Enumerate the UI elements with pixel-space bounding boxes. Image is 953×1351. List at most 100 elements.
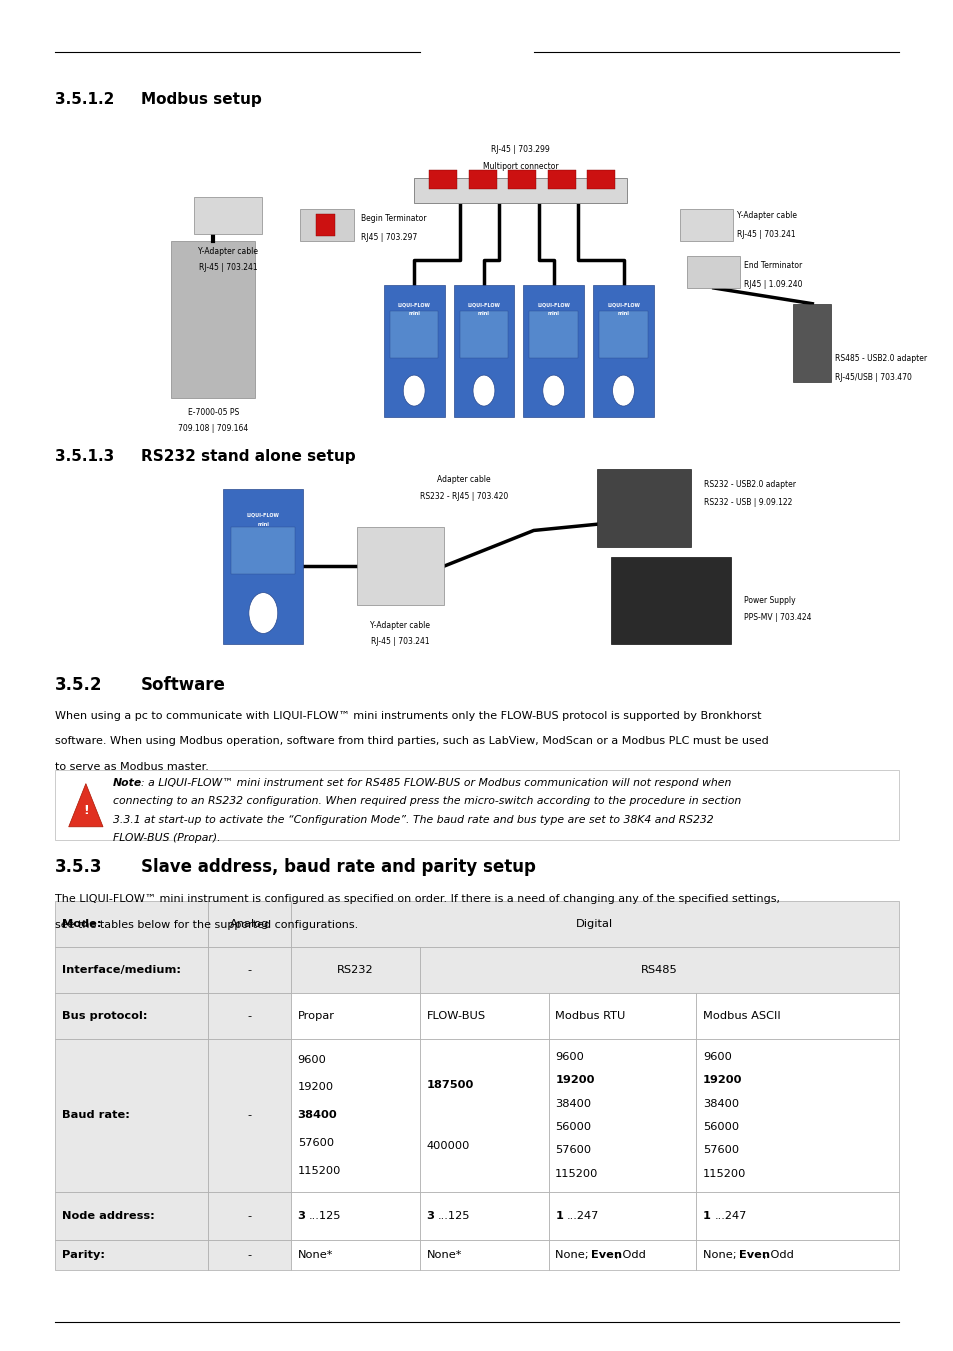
- Bar: [548, 1039, 696, 1192]
- Bar: [686, 257, 740, 288]
- Bar: [529, 311, 578, 358]
- Bar: [696, 993, 898, 1039]
- Text: Y-Adapter cable: Y-Adapter cable: [736, 211, 796, 220]
- Bar: [414, 178, 626, 203]
- Bar: [593, 285, 653, 417]
- Text: 3.3.1 at start-up to activate the “Configuration Mode”. The baud rate and bus ty: 3.3.1 at start-up to activate the “Confi…: [112, 815, 713, 824]
- Text: -: -: [247, 1111, 252, 1120]
- Text: LIQUI-FLOW: LIQUI-FLOW: [247, 512, 279, 517]
- Text: RJ-45 | 703.299: RJ-45 | 703.299: [491, 145, 549, 154]
- Text: LIQUI-FLOW: LIQUI-FLOW: [606, 303, 639, 307]
- Bar: [696, 1039, 898, 1192]
- Text: ...247: ...247: [566, 1210, 598, 1221]
- Text: None;: None;: [555, 1250, 592, 1260]
- Text: 19200: 19200: [702, 1075, 741, 1085]
- Text: mini: mini: [257, 521, 269, 527]
- Bar: [793, 304, 830, 382]
- Circle shape: [542, 376, 564, 407]
- Bar: [419, 993, 548, 1039]
- Text: software. When using Modbus operation, software from third parties, such as LabV: software. When using Modbus operation, s…: [55, 736, 768, 746]
- Bar: [55, 1240, 208, 1270]
- Text: Node address:: Node address:: [62, 1210, 154, 1221]
- Text: mini: mini: [547, 311, 559, 316]
- Text: 38400: 38400: [297, 1111, 337, 1120]
- Bar: [679, 209, 732, 240]
- Bar: [459, 311, 508, 358]
- Text: -: -: [247, 1210, 252, 1221]
- Text: Modbus ASCII: Modbus ASCII: [702, 1011, 780, 1021]
- Text: Note: Note: [112, 778, 142, 788]
- Text: Even: Even: [739, 1250, 769, 1260]
- Text: ; Odd: ; Odd: [615, 1250, 645, 1260]
- Text: 56000: 56000: [555, 1121, 591, 1132]
- Bar: [419, 1039, 548, 1192]
- Text: 57600: 57600: [297, 1138, 334, 1148]
- Bar: [696, 1192, 898, 1240]
- Text: LIQUI-FLOW: LIQUI-FLOW: [467, 303, 500, 307]
- Bar: [208, 1192, 291, 1240]
- Bar: [429, 170, 456, 189]
- Text: 3.5.2: 3.5.2: [55, 676, 103, 693]
- Bar: [383, 285, 444, 417]
- Text: RJ45 | 703.297: RJ45 | 703.297: [360, 234, 416, 242]
- Text: ...247: ...247: [714, 1210, 746, 1221]
- Bar: [208, 1039, 291, 1192]
- Text: RS232: RS232: [336, 965, 374, 975]
- Text: RS485: RS485: [640, 965, 677, 975]
- Text: ; Odd: ; Odd: [762, 1250, 793, 1260]
- Bar: [419, 1192, 548, 1240]
- Text: Propar: Propar: [297, 1011, 335, 1021]
- Bar: [390, 311, 438, 358]
- Text: FLOW-BUS: FLOW-BUS: [426, 1011, 485, 1021]
- Bar: [223, 489, 303, 644]
- Bar: [586, 170, 615, 189]
- Bar: [548, 1240, 696, 1270]
- Bar: [55, 947, 208, 993]
- Text: RS232 stand alone setup: RS232 stand alone setup: [141, 449, 355, 463]
- Text: Even: Even: [591, 1250, 621, 1260]
- Text: 19200: 19200: [297, 1082, 334, 1093]
- Bar: [55, 1039, 208, 1192]
- Text: 400000: 400000: [426, 1140, 469, 1151]
- Text: None*: None*: [426, 1250, 461, 1260]
- Text: Modbus RTU: Modbus RTU: [555, 1011, 625, 1021]
- Text: Begin Terminator: Begin Terminator: [360, 215, 426, 223]
- Text: RJ-45/USB | 703.470: RJ-45/USB | 703.470: [834, 373, 911, 382]
- Bar: [610, 557, 730, 644]
- Text: -: -: [247, 965, 252, 975]
- Text: Y-Adapter cable: Y-Adapter cable: [370, 621, 430, 630]
- Circle shape: [249, 593, 277, 634]
- Circle shape: [403, 376, 425, 407]
- Bar: [55, 993, 208, 1039]
- Text: LIQUI-FLOW: LIQUI-FLOW: [397, 303, 430, 307]
- Text: RS232 - USB | 9.09.122: RS232 - USB | 9.09.122: [703, 497, 792, 507]
- Bar: [508, 170, 536, 189]
- Text: Multiport connector: Multiport connector: [482, 162, 558, 172]
- Text: 9600: 9600: [702, 1051, 731, 1062]
- Bar: [208, 1240, 291, 1270]
- Text: !: !: [83, 804, 89, 817]
- Bar: [291, 1240, 419, 1270]
- Text: 187500: 187500: [426, 1079, 474, 1090]
- Text: 115200: 115200: [555, 1169, 598, 1179]
- Bar: [291, 993, 419, 1039]
- Text: Modbus setup: Modbus setup: [141, 92, 262, 107]
- Text: Interface/medium:: Interface/medium:: [62, 965, 181, 975]
- Bar: [208, 947, 291, 993]
- Text: 3.5.1.2: 3.5.1.2: [55, 92, 114, 107]
- Bar: [231, 527, 295, 574]
- Bar: [208, 993, 291, 1039]
- Bar: [598, 311, 647, 358]
- Text: 38400: 38400: [702, 1098, 739, 1109]
- Text: mini: mini: [408, 311, 419, 316]
- Bar: [172, 240, 254, 399]
- Circle shape: [612, 376, 634, 407]
- Text: -: -: [247, 1011, 252, 1021]
- Text: see the tables below for the supported configurations.: see the tables below for the supported c…: [55, 920, 358, 929]
- Bar: [55, 1192, 208, 1240]
- Text: 57600: 57600: [702, 1146, 739, 1155]
- Text: Parity:: Parity:: [62, 1250, 105, 1260]
- Text: 38400: 38400: [555, 1098, 591, 1109]
- Bar: [468, 170, 497, 189]
- Text: 709.108 | 709.164: 709.108 | 709.164: [178, 424, 248, 432]
